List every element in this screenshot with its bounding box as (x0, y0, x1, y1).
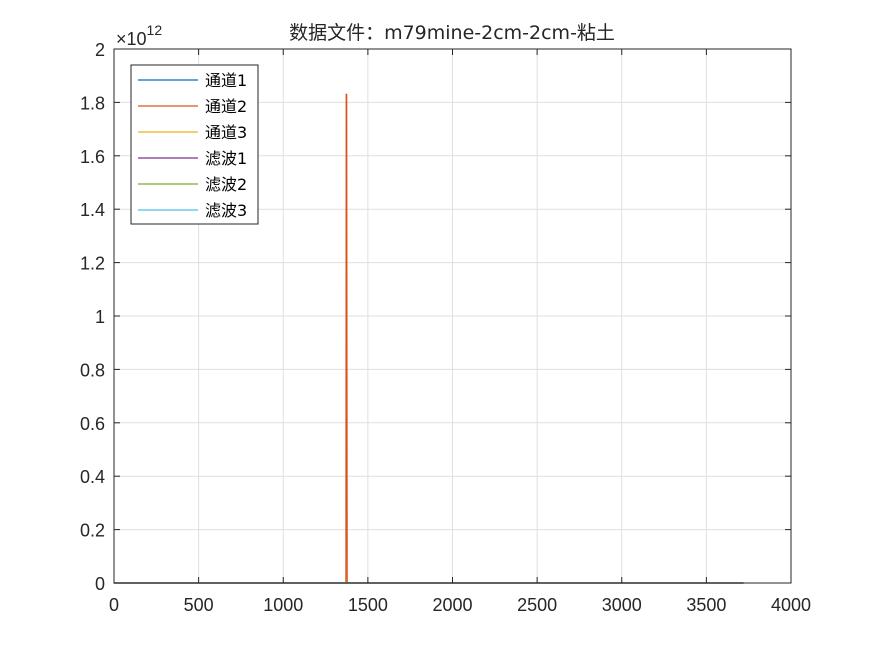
x-tick-labels: 0 500 1000 1500 2000 2500 3000 3500 4000 (109, 595, 811, 615)
y-tick-label: 1.6 (80, 147, 105, 167)
x-tick-label: 2000 (432, 595, 472, 615)
legend-label-1: 通道1 (205, 71, 247, 90)
y-tick-label: 0.4 (80, 467, 105, 487)
x-tick-label: 2500 (517, 595, 557, 615)
y-tick-label: 1.2 (80, 254, 105, 274)
x-tick-label: 3500 (686, 595, 726, 615)
y-tick-label: 0 (95, 574, 105, 594)
y-exponent-power: 12 (147, 22, 163, 38)
x-tick-label: 4000 (771, 595, 811, 615)
grid (113, 48, 792, 584)
y-exponent-label: ×1012 (116, 22, 162, 49)
y-tick-label: 0.2 (80, 521, 105, 541)
x-tick-label: 1500 (348, 595, 388, 615)
y-tick-label: 1.4 (80, 200, 105, 220)
legend-label-5: 滤波2 (205, 175, 247, 194)
y-tick-label: 1 (95, 307, 105, 327)
legend-box (130, 64, 259, 225)
y-tick-label: 0.8 (80, 360, 105, 380)
y-tick-label: 1.8 (80, 93, 105, 113)
ticks (113, 48, 792, 584)
x-tick-label: 500 (184, 595, 214, 615)
y-tick-label: 2 (95, 40, 105, 60)
x-tick-label: 0 (109, 595, 119, 615)
x-tick-label: 1000 (263, 595, 303, 615)
x-tick-label: 3000 (602, 595, 642, 615)
legend-label-3: 通道3 (205, 123, 247, 142)
y-tick-labels: 0 0.2 0.4 0.6 0.8 1 1.2 1.4 1.6 1.8 2 (80, 40, 105, 594)
legend-label-6: 滤波3 (205, 201, 247, 220)
y-exponent-base: ×10 (116, 29, 147, 49)
legend-label-4: 滤波1 (205, 149, 247, 168)
chart-title: 数据文件：m79mine-2cm-2cm-粘土 (289, 22, 615, 44)
legend-label-2: 通道2 (205, 97, 247, 116)
y-tick-label: 0.6 (80, 414, 105, 434)
legend: 通道1 通道2 通道3 滤波1 滤波2 滤波3 (130, 64, 259, 225)
